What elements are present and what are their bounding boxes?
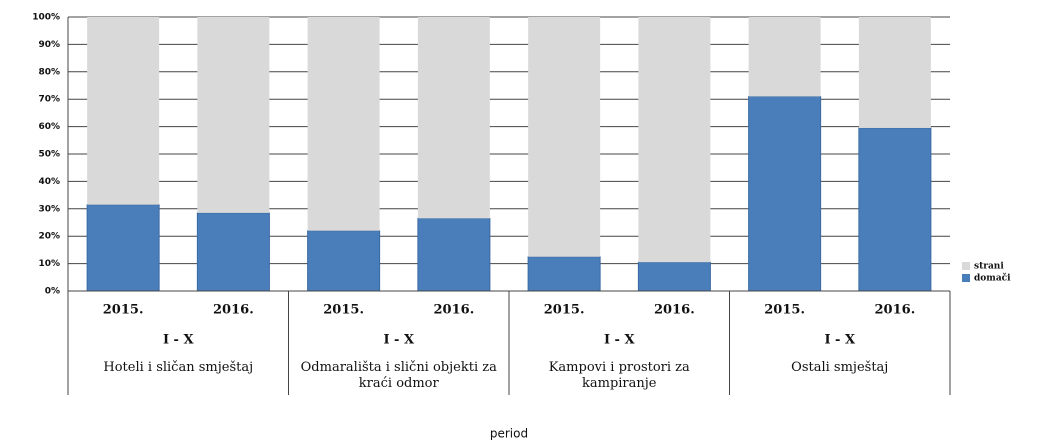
x-tick-label: 2015. xyxy=(544,303,585,318)
bar-segment xyxy=(748,95,822,292)
group-label: Odmarališta i slični objekti za kraći od… xyxy=(300,360,497,391)
x-axis-label: period xyxy=(490,427,528,441)
bar-segment xyxy=(858,127,932,292)
bar-segment xyxy=(528,17,601,257)
group-label: Kampovi i prostori za kampiranje xyxy=(548,360,690,391)
x-tick-label: 2016. xyxy=(875,303,916,318)
x-tick-label: 2015. xyxy=(764,303,805,318)
group-label: Ostali smještaj xyxy=(791,360,889,375)
x-tick-label: 2016. xyxy=(213,303,254,318)
y-tick-label: 0% xyxy=(45,287,60,297)
x-tick-label: 2015. xyxy=(323,303,364,318)
legend-label: strani xyxy=(974,262,1004,272)
bar-segment xyxy=(196,212,270,292)
period-label: I - X xyxy=(383,333,415,348)
period-label: I - X xyxy=(824,333,856,348)
bar-segment xyxy=(417,217,491,292)
x-tick-label: 2015. xyxy=(103,303,144,318)
bar-segment xyxy=(637,261,711,292)
bar-segment xyxy=(417,17,490,219)
y-tick-label: 20% xyxy=(38,232,60,242)
bar-segment xyxy=(87,17,160,205)
y-tick-label: 50% xyxy=(38,150,60,160)
legend-swatch xyxy=(962,262,970,270)
y-tick-label: 100% xyxy=(32,13,60,23)
x-tick-label: 2016. xyxy=(434,303,475,318)
period-label: I - X xyxy=(163,333,195,348)
bar-segment xyxy=(858,17,931,128)
bar-segment xyxy=(638,17,711,263)
bar-segment xyxy=(307,230,381,292)
x-tick-label: 2016. xyxy=(654,303,695,318)
y-tick-label: 30% xyxy=(38,204,60,214)
y-tick-label: 90% xyxy=(38,40,60,50)
y-tick-label: 40% xyxy=(38,177,60,187)
group-label: Hoteli i sličan smještaj xyxy=(103,360,254,375)
legend-swatch xyxy=(962,274,970,282)
period-label: I - X xyxy=(604,333,636,348)
y-tick-label: 70% xyxy=(38,95,60,105)
y-tick-label: 80% xyxy=(38,67,60,77)
y-tick-label: 60% xyxy=(38,122,60,132)
bar-segment xyxy=(86,204,160,292)
bar-segment xyxy=(197,17,270,213)
bar-segment xyxy=(748,17,821,97)
bar-segment xyxy=(527,256,601,292)
bar-segment xyxy=(307,17,380,231)
y-tick-label: 10% xyxy=(38,259,60,269)
legend-label: domači xyxy=(974,273,1011,284)
